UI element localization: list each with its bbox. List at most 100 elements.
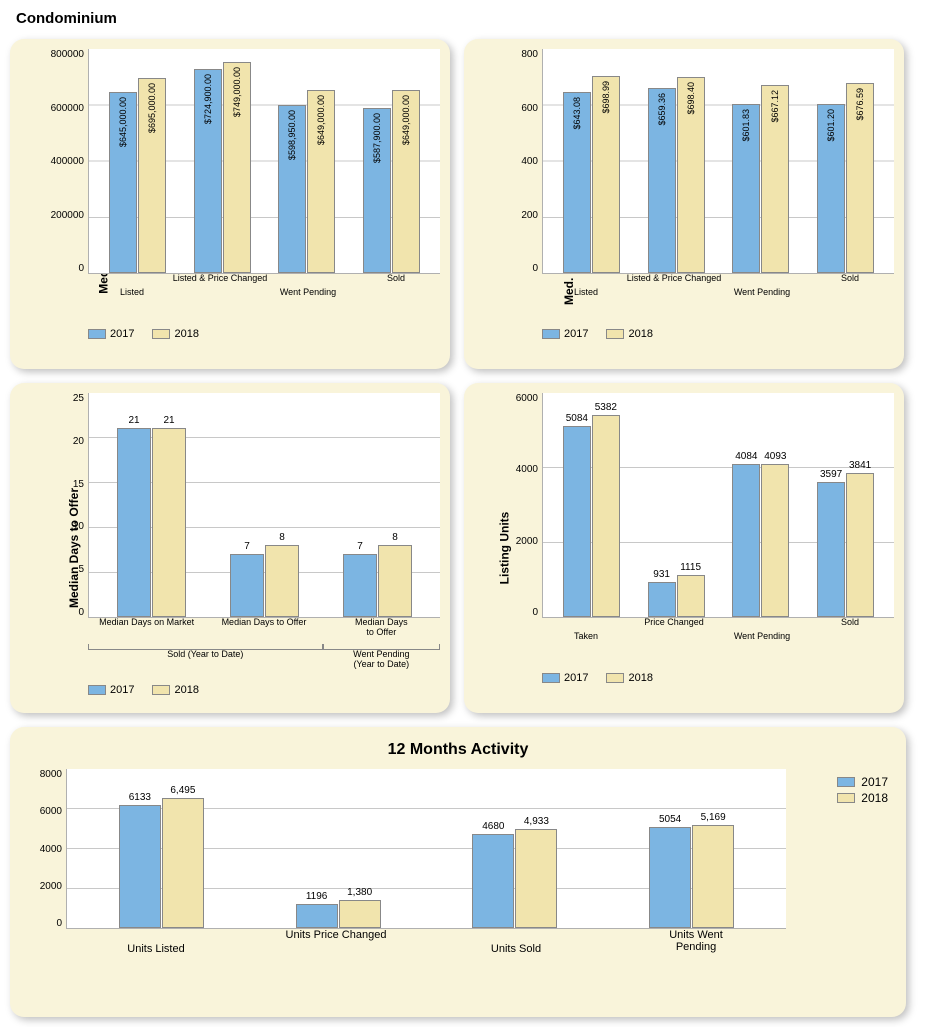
bar-group: $587,900.00 $649,000.00 — [363, 90, 420, 273]
x-group-label: Sold (Year to Date) — [167, 650, 243, 660]
bar-value-label: 3841 — [849, 460, 871, 471]
plot-area: $643.08$698.99 $659.36 $698.40 $601.83 $667.… — [542, 49, 894, 274]
x-tick: Median Days on Market — [99, 618, 194, 628]
bar-value-label: 4,933 — [524, 816, 549, 827]
bar-group: 50545,169 — [649, 825, 734, 928]
bar-group: 50845382 — [563, 415, 620, 617]
x-axis: TakenPrice ChangedWent PendingSold — [542, 618, 894, 666]
bar-value-label: $601.83 — [741, 109, 751, 142]
bar-2018: 5382 — [592, 415, 620, 617]
bar-value-label: $587,900.00 — [372, 113, 382, 163]
dashboard-grid: Median List Price (Year to Date)80000060… — [10, 39, 919, 1017]
legend-item-2018: 2018 — [606, 672, 652, 684]
x-tick: Median Days to Offer — [352, 618, 411, 638]
legend-item-2018: 2018 — [152, 684, 198, 696]
bar-group: 35973841 — [817, 473, 874, 617]
bar-2017: 7 — [343, 554, 377, 617]
bar-value-label: $598,950.00 — [287, 110, 297, 160]
bar-2018: $649,000.00 — [392, 90, 420, 273]
chart-title: 12 Months Activity — [20, 741, 896, 759]
bar-value-label: $645,000.00 — [118, 97, 128, 147]
y-axis-label: Listing Units — [497, 512, 511, 585]
x-tick: Listed & Price Changed — [627, 274, 722, 284]
x-tick: Listed — [120, 288, 144, 298]
bar-2018: $649,000.00 — [307, 90, 335, 273]
bar-2017: 21 — [117, 428, 151, 617]
bar-value-label: 6133 — [129, 792, 151, 803]
bar-value-label: 1115 — [680, 562, 701, 573]
bar-2017: $643.08 — [563, 92, 591, 273]
bar-value-label: $698.40 — [686, 82, 696, 115]
bar-value-label: 7 — [244, 541, 250, 552]
chart-listing-units: Listing Units600040002000050845382931111… — [464, 383, 904, 713]
bar-value-label: $659.36 — [657, 93, 667, 126]
bar-group: $724,900.00$749,000.00 — [194, 62, 251, 273]
chart-median-list-price: Median List Price (Year to Date)80000060… — [10, 39, 450, 369]
bar-value-label: 1,380 — [347, 887, 372, 898]
page-title: Condominium — [16, 10, 919, 27]
plot-area: $645,000.00 $695,000.00 $724,900.00$749,00… — [88, 49, 440, 274]
x-tick: Went Pending — [734, 632, 790, 642]
bar-2017: 1196 — [296, 904, 338, 928]
bar-value-label: $601.20 — [826, 109, 836, 142]
bar-2018: 8 — [378, 545, 412, 617]
bar-2017: 5084 — [563, 426, 591, 617]
bar-2018: $676.59 — [846, 83, 874, 273]
bar-value-label: $649,000.00 — [316, 95, 326, 145]
bar-value-label: 4093 — [764, 451, 786, 462]
bar-value-label: 3597 — [820, 469, 842, 480]
bar-group: 9311115 — [648, 575, 705, 617]
bar-2018: 3841 — [846, 473, 874, 617]
bar-value-label: 931 — [653, 569, 670, 580]
legend: 2017 2018 — [542, 328, 894, 340]
bar-value-label: $749,000.00 — [232, 67, 242, 117]
bar-2017: 4084 — [732, 464, 760, 617]
bar-2018: 4,933 — [515, 829, 557, 928]
legend-item-2017: 2017 — [88, 684, 134, 696]
bar-2018: $667.12 — [761, 85, 789, 273]
bar-value-label: $649,000.00 — [401, 95, 411, 145]
plot-area: 21217878 — [88, 393, 440, 618]
chart-median-price-sqft: Med. List Price / SqFt (Year to Date)800… — [464, 39, 904, 369]
x-tick: Went Pending — [280, 288, 336, 298]
bar-2018: 4093 — [761, 464, 789, 617]
bar-2018: 5,169 — [692, 825, 734, 928]
bar-2018: 1,380 — [339, 900, 381, 928]
bar-group: 11961,380 — [296, 900, 381, 928]
bar-value-label: 5054 — [659, 814, 681, 825]
legend-item-2017: 2017 — [542, 328, 588, 340]
bar-2017: 4680 — [472, 834, 514, 928]
bar-group: 61336,495 — [119, 798, 204, 928]
x-tick: Listed & Price Changed — [173, 274, 268, 284]
bar-value-label: 8 — [392, 532, 398, 543]
x-tick: Units Sold — [491, 943, 541, 955]
bar-2018: $698.40 — [677, 77, 705, 273]
x-tick: Went Pending — [734, 288, 790, 298]
bar-2017: 6133 — [119, 805, 161, 928]
x-tick: Taken — [574, 632, 598, 642]
bar-group: $643.08$698.99 — [563, 76, 620, 273]
y-axis-ticks: 2520151050 — [42, 393, 88, 618]
bar-value-label: 7 — [357, 541, 363, 552]
bar-value-label: 5084 — [566, 413, 588, 424]
bar-value-label: $667.12 — [770, 90, 780, 123]
bar-value-label: $695,000.00 — [147, 83, 157, 133]
x-tick: Units Went Pending — [651, 929, 741, 953]
x-tick: Units Listed — [127, 943, 184, 955]
x-group-label: Went Pending (Year to Date) — [352, 650, 411, 670]
y-axis-ticks: 8000006000004000002000000 — [42, 49, 88, 274]
bar-value-label: 5,169 — [701, 812, 726, 823]
bar-value-label: $643.08 — [572, 97, 582, 130]
bar-group: 2121 — [117, 428, 186, 617]
bar-2017: $598,950.00 — [278, 105, 306, 273]
y-axis-ticks: 8006004002000 — [496, 49, 542, 274]
x-tick: Median Days to Offer — [222, 618, 307, 628]
bar-group: 46804,933 — [472, 829, 557, 928]
bar-2017: 931 — [648, 582, 676, 617]
plot-area: 5084538293111154084409335973841 — [542, 393, 894, 618]
bar-2017: $601.20 — [817, 104, 845, 273]
bar-value-label: 4084 — [735, 451, 757, 462]
bar-2017: $659.36 — [648, 88, 676, 273]
bar-2017: $587,900.00 — [363, 108, 391, 273]
y-axis-label: Median Days to Offer — [67, 488, 81, 608]
